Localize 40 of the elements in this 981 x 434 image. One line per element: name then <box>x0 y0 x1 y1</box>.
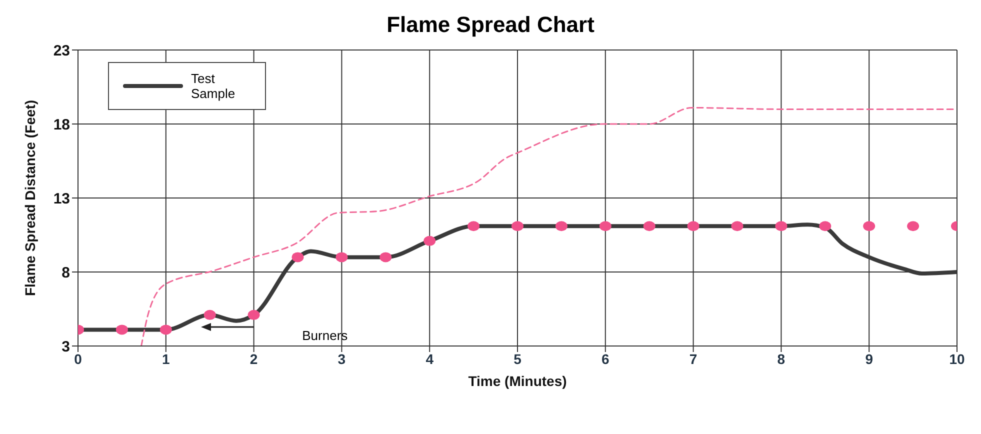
x-tick-label: 10 <box>949 350 965 367</box>
x-tick-label: 7 <box>689 350 698 367</box>
point <box>160 324 172 335</box>
point <box>775 221 788 232</box>
point <box>292 252 304 262</box>
x-tick-label: 9 <box>865 350 874 367</box>
point <box>248 310 260 320</box>
point <box>336 252 348 262</box>
point <box>731 221 744 232</box>
x-tick-label: 1 <box>162 350 170 367</box>
point <box>204 310 216 320</box>
x-tick-label: 2 <box>250 350 258 367</box>
y-tick-label: 13 <box>53 190 70 208</box>
point <box>819 221 832 232</box>
x-tick-label: 4 <box>426 350 434 367</box>
legend-label: Test Sample <box>191 71 236 101</box>
x-tick-label: 8 <box>777 350 786 367</box>
point <box>468 221 480 232</box>
point <box>687 221 700 232</box>
point <box>555 221 568 232</box>
chart-title: Flame Spread Chart <box>386 12 596 38</box>
x-axis-title: Time (Minutes) <box>468 373 567 389</box>
point <box>599 221 612 232</box>
line-series <box>140 106 957 346</box>
x-tick-label: 0 <box>74 350 82 367</box>
y-tick-label: 3 <box>62 338 70 356</box>
y-tick-label: 18 <box>53 116 70 134</box>
point <box>907 221 920 232</box>
y-tick-label: 23 <box>53 42 70 60</box>
point <box>380 252 392 262</box>
y-tick-label: 8 <box>62 264 70 282</box>
point <box>116 324 128 335</box>
x-tick-label: 5 <box>514 350 522 367</box>
y-axis-title: Flame Spread Distance (Feet) <box>22 100 38 296</box>
point <box>643 221 656 232</box>
point <box>424 236 436 246</box>
x-tick-label: 6 <box>602 350 610 367</box>
x-tick-label: 3 <box>338 350 346 367</box>
point <box>512 221 524 232</box>
point <box>863 221 876 232</box>
